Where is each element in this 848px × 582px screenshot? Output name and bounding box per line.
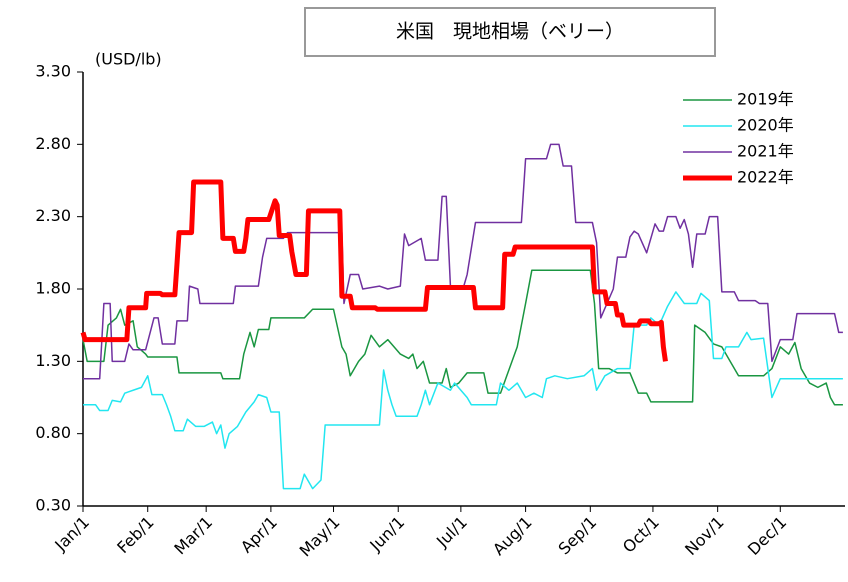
y-tick-label: 3.30 bbox=[35, 62, 71, 81]
y-unit: (USD/lb) bbox=[95, 50, 162, 69]
x-tick-label: Oct/1 bbox=[619, 513, 663, 557]
x-tick-label: Aug/1 bbox=[489, 513, 536, 560]
series-line bbox=[80, 179, 668, 362]
y-tick-label: 0.80 bbox=[35, 423, 71, 442]
title-box bbox=[304, 7, 716, 57]
x-tick-label: Apr/1 bbox=[237, 513, 281, 557]
x-tick-label: Jun/1 bbox=[365, 513, 408, 556]
y-tick-label: 0.30 bbox=[35, 496, 71, 515]
y-tick-label: 1.30 bbox=[35, 351, 71, 370]
series-line bbox=[83, 143, 843, 380]
legend-label: 2019年 bbox=[737, 90, 794, 109]
legend-label: 2022年 bbox=[737, 168, 794, 187]
series-line bbox=[83, 291, 843, 490]
x-tick-label: Feb/1 bbox=[113, 513, 157, 557]
y-tick-label: 2.80 bbox=[35, 134, 71, 153]
x-tick-label: Nov/1 bbox=[681, 513, 728, 560]
x-tick-label: Mar/1 bbox=[170, 513, 216, 559]
series-line bbox=[82, 269, 843, 406]
chart-title: 米国 現地相場（ベリー） bbox=[396, 21, 624, 43]
legend-label: 2020年 bbox=[737, 116, 794, 135]
x-tick-label: Jan/1 bbox=[50, 513, 93, 556]
x-tick-label: Jul/1 bbox=[432, 513, 471, 552]
legend-label: 2021年 bbox=[737, 142, 794, 161]
x-tick-label: Sep/1 bbox=[555, 513, 601, 559]
x-tick-label: May/1 bbox=[296, 513, 344, 561]
y-tick-label: 2.30 bbox=[35, 206, 71, 225]
y-tick-label: 1.80 bbox=[35, 279, 71, 298]
x-tick-label: Dec/1 bbox=[744, 513, 790, 559]
